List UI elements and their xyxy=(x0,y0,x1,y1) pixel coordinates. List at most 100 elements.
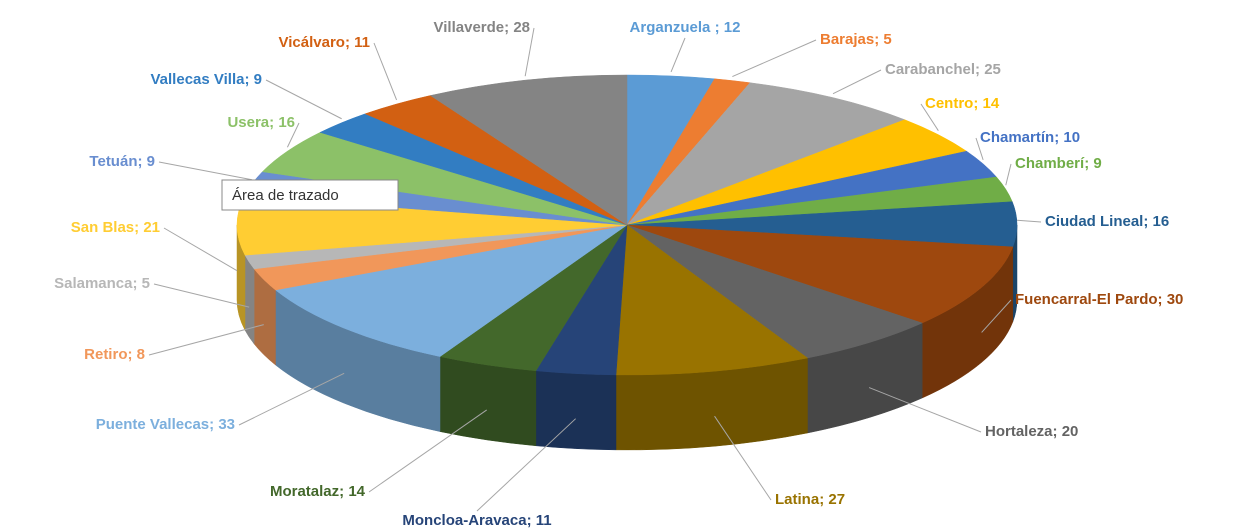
label-value: 14 xyxy=(983,95,1000,112)
data-label: Retiro; 8 xyxy=(84,346,145,363)
label-name: Usera xyxy=(227,114,269,131)
leader-line xyxy=(163,227,238,272)
label-separator: ; xyxy=(339,483,348,500)
label-value: 11 xyxy=(536,512,552,529)
leader-line xyxy=(732,39,817,78)
data-label: Ciudad Lineal; 16 xyxy=(1045,213,1169,230)
label-name: Centro xyxy=(925,95,973,112)
leader-line xyxy=(714,415,772,501)
label-name: Fuencarral-El Pardo xyxy=(1015,291,1158,308)
leader-line xyxy=(476,418,576,512)
data-label: San Blas; 21 xyxy=(71,219,160,236)
slice xyxy=(274,224,628,357)
label-name: Chamberí xyxy=(1015,155,1085,172)
leader-line xyxy=(1016,219,1042,223)
label-value: 16 xyxy=(1153,213,1170,230)
label-separator: ; xyxy=(1053,423,1062,440)
tooltip: Área de trazado xyxy=(221,179,399,211)
label-name: Chamartín xyxy=(980,129,1054,146)
leader-line xyxy=(524,27,535,77)
leader-line xyxy=(373,42,398,101)
label-name: Barajas xyxy=(820,31,874,48)
label-value: 33 xyxy=(218,416,235,433)
label-value: 11 xyxy=(354,34,370,51)
leader-line xyxy=(920,103,939,131)
data-label: Chamberí; 9 xyxy=(1015,155,1102,172)
data-label: Arganzuela ; 12 xyxy=(630,19,741,36)
data-label: Latina; 27 xyxy=(775,491,845,508)
label-value: 14 xyxy=(348,483,365,500)
data-label: Vicálvaro; 11 xyxy=(279,34,370,51)
label-value: 16 xyxy=(278,114,295,131)
tooltip-box xyxy=(221,179,399,211)
data-label: Barajas; 5 xyxy=(820,31,892,48)
slice xyxy=(429,74,628,226)
data-label: Moncloa-Aravaca; 11 xyxy=(402,512,551,529)
data-label: Villaverde; 28 xyxy=(434,19,530,36)
label-value: 9 xyxy=(1093,155,1101,172)
leader-line xyxy=(981,299,1012,333)
label-name: Latina xyxy=(775,491,820,508)
label-name: San Blas xyxy=(71,219,134,236)
label-name: Puente Vallecas xyxy=(96,416,209,433)
label-value: 20 xyxy=(1062,423,1079,440)
label-value: 25 xyxy=(984,61,1001,78)
label-separator: ; xyxy=(127,346,136,363)
data-labels: Arganzuela ; 12 Barajas; 5 Carabanchel; 25… xyxy=(54,19,1183,529)
label-separator: ; xyxy=(134,219,143,236)
label-name: Hortaleza xyxy=(985,423,1053,440)
leader-line xyxy=(670,37,686,73)
data-label: Tetuán; 9 xyxy=(89,153,155,170)
label-separator: ; xyxy=(1143,213,1152,230)
slice xyxy=(626,82,906,226)
label-separator: ; xyxy=(504,19,513,36)
label-name: Moratalaz xyxy=(270,483,339,500)
data-label: Salamanca; 5 xyxy=(54,275,150,292)
label-separator: ; xyxy=(819,491,828,508)
label-value: 9 xyxy=(147,153,155,170)
leader-line xyxy=(368,409,488,493)
data-label: Chamartín; 10 xyxy=(980,129,1080,146)
label-separator: ; xyxy=(1054,129,1063,146)
label-value: 10 xyxy=(1063,129,1080,146)
label-separator: ; xyxy=(244,71,253,88)
slice xyxy=(626,224,1014,324)
label-name: Salamanca xyxy=(54,275,133,292)
data-label: Centro; 14 xyxy=(925,95,1000,112)
slice xyxy=(626,224,923,359)
label-name: Retiro xyxy=(84,346,127,363)
label-separator: ; xyxy=(527,512,536,529)
label-separator: ; xyxy=(1158,291,1167,308)
label-separator: ; xyxy=(269,114,278,131)
data-label: Carabanchel; 25 xyxy=(885,61,1001,78)
label-separator: ; xyxy=(874,31,883,48)
leader-line xyxy=(265,79,342,120)
leader-line xyxy=(238,372,345,426)
label-name: Vallecas Villa xyxy=(151,71,246,88)
data-label: Fuencarral-El Pardo; 30 xyxy=(1015,291,1183,308)
label-value: 30 xyxy=(1167,291,1184,308)
pie-sides xyxy=(236,224,1018,451)
data-label: Moratalaz; 14 xyxy=(270,483,366,500)
label-value: 5 xyxy=(883,31,891,48)
label-name: Arganzuela xyxy=(630,19,715,36)
leader-line xyxy=(975,137,984,161)
label-name: Ciudad Lineal xyxy=(1045,213,1143,230)
data-label: Puente Vallecas; 33 xyxy=(96,416,235,433)
data-label: Usera; 16 xyxy=(227,114,295,131)
data-label: Vallecas Villa; 9 xyxy=(151,71,263,88)
leader-line xyxy=(868,387,982,433)
label-name: Villaverde xyxy=(434,19,505,36)
data-label: Hortaleza; 20 xyxy=(985,423,1078,440)
label-value: 12 xyxy=(724,19,741,36)
label-separator: ; xyxy=(137,153,146,170)
label-value: 21 xyxy=(143,219,160,236)
label-value: 28 xyxy=(513,19,530,36)
label-value: 9 xyxy=(254,71,262,88)
label-separator: ; xyxy=(1084,155,1093,172)
tooltip-text: Área de trazado xyxy=(232,187,339,204)
pie-tops xyxy=(236,74,1018,376)
leader-line xyxy=(1005,163,1012,186)
label-name: Vicálvaro xyxy=(279,34,345,51)
